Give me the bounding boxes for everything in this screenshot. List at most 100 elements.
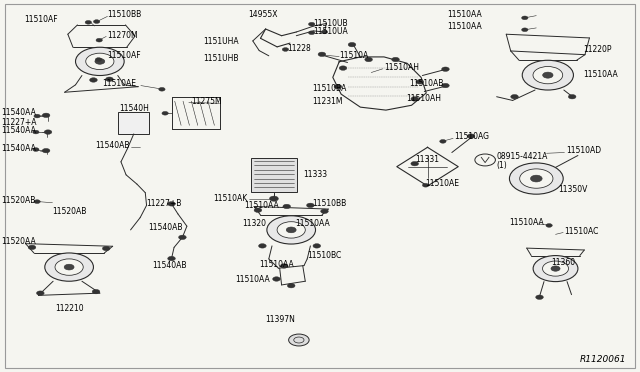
Text: 11227+B: 11227+B: [146, 199, 181, 208]
Circle shape: [34, 200, 40, 203]
Circle shape: [286, 227, 296, 233]
Circle shape: [33, 148, 39, 151]
Circle shape: [442, 83, 449, 88]
Circle shape: [334, 84, 342, 89]
Circle shape: [102, 246, 110, 251]
Circle shape: [318, 52, 326, 57]
Circle shape: [95, 58, 105, 64]
Circle shape: [287, 283, 295, 288]
Circle shape: [36, 291, 44, 295]
Circle shape: [348, 42, 356, 47]
Text: 11510AF: 11510AF: [24, 15, 58, 24]
Text: 11220P: 11220P: [584, 45, 612, 54]
Text: 11360: 11360: [552, 258, 576, 267]
Circle shape: [411, 97, 419, 101]
Circle shape: [308, 22, 315, 26]
Circle shape: [254, 208, 262, 212]
Text: 11510AA: 11510AA: [236, 275, 270, 284]
Text: 11270M: 11270M: [108, 31, 138, 40]
Circle shape: [308, 31, 315, 35]
Text: 11510AB: 11510AB: [410, 79, 444, 88]
Circle shape: [365, 57, 372, 62]
Circle shape: [307, 203, 314, 208]
Text: 14955X: 14955X: [248, 10, 278, 19]
Circle shape: [280, 264, 288, 268]
Circle shape: [159, 87, 165, 91]
Text: 11510AD: 11510AD: [566, 146, 602, 155]
Circle shape: [531, 175, 542, 182]
Circle shape: [92, 289, 100, 294]
Circle shape: [34, 114, 40, 118]
Text: 11510BC: 11510BC: [307, 251, 342, 260]
Text: 11520AB: 11520AB: [1, 196, 36, 205]
Circle shape: [42, 113, 50, 118]
Text: 11540AA: 11540AA: [1, 126, 36, 135]
Text: 11510AH: 11510AH: [406, 94, 442, 103]
Text: 11228: 11228: [287, 44, 310, 53]
Circle shape: [321, 30, 328, 34]
Circle shape: [568, 94, 576, 99]
Circle shape: [520, 169, 553, 188]
Text: 11540AA: 11540AA: [1, 108, 36, 117]
Circle shape: [467, 134, 475, 138]
Text: 11227+A: 11227+A: [1, 118, 36, 126]
Circle shape: [64, 264, 74, 270]
Circle shape: [106, 77, 113, 81]
Circle shape: [33, 130, 39, 134]
Circle shape: [86, 53, 114, 70]
Circle shape: [442, 67, 449, 71]
Circle shape: [45, 253, 93, 281]
Text: 11231M: 11231M: [312, 97, 343, 106]
Text: 11520AA: 11520AA: [1, 237, 36, 246]
Circle shape: [93, 20, 100, 23]
Text: 11510AA: 11510AA: [584, 70, 618, 79]
Text: R1120061: R1120061: [579, 355, 626, 364]
Circle shape: [551, 266, 560, 271]
Text: 11510BB: 11510BB: [312, 199, 347, 208]
Text: 11510AA: 11510AA: [259, 260, 294, 269]
Circle shape: [522, 16, 528, 20]
Circle shape: [179, 235, 186, 240]
Circle shape: [533, 256, 578, 282]
Circle shape: [90, 78, 97, 82]
Circle shape: [42, 148, 50, 153]
Circle shape: [95, 58, 102, 61]
Circle shape: [96, 38, 102, 42]
Text: 11540AA: 11540AA: [1, 144, 36, 153]
Text: 11510AA: 11510AA: [447, 22, 481, 31]
Text: 11540H: 11540H: [120, 104, 150, 113]
Text: 11520AB: 11520AB: [52, 207, 87, 216]
Circle shape: [76, 47, 124, 76]
Text: 11510UA: 11510UA: [314, 27, 348, 36]
Circle shape: [259, 244, 266, 248]
Circle shape: [85, 20, 92, 24]
Text: 11510BA: 11510BA: [312, 84, 347, 93]
Circle shape: [168, 202, 175, 206]
Bar: [118, 112, 149, 134]
Text: 11540AB: 11540AB: [95, 141, 129, 150]
Circle shape: [289, 334, 309, 346]
Bar: [251, 158, 297, 192]
Circle shape: [273, 277, 280, 281]
Text: 11320: 11320: [242, 219, 266, 228]
Text: 1151UHB: 1151UHB: [204, 54, 239, 63]
Circle shape: [55, 259, 83, 275]
Text: 11510A: 11510A: [339, 51, 369, 60]
Circle shape: [269, 196, 278, 201]
Text: 11510AC: 11510AC: [564, 227, 599, 236]
Text: 11350V: 11350V: [558, 185, 588, 194]
Circle shape: [277, 222, 305, 238]
Circle shape: [28, 245, 36, 250]
Circle shape: [416, 80, 424, 84]
Circle shape: [392, 57, 399, 62]
Text: 11510AG: 11510AG: [454, 132, 490, 141]
Text: 11510AK: 11510AK: [213, 194, 248, 203]
Text: 11510UB: 11510UB: [314, 19, 348, 28]
Text: 11540AB: 11540AB: [148, 223, 183, 232]
Circle shape: [422, 183, 429, 187]
Circle shape: [267, 216, 316, 244]
Text: 08915-4421A: 08915-4421A: [497, 153, 548, 161]
Circle shape: [162, 111, 168, 115]
Circle shape: [313, 244, 321, 248]
Text: 11510AH: 11510AH: [384, 63, 419, 72]
